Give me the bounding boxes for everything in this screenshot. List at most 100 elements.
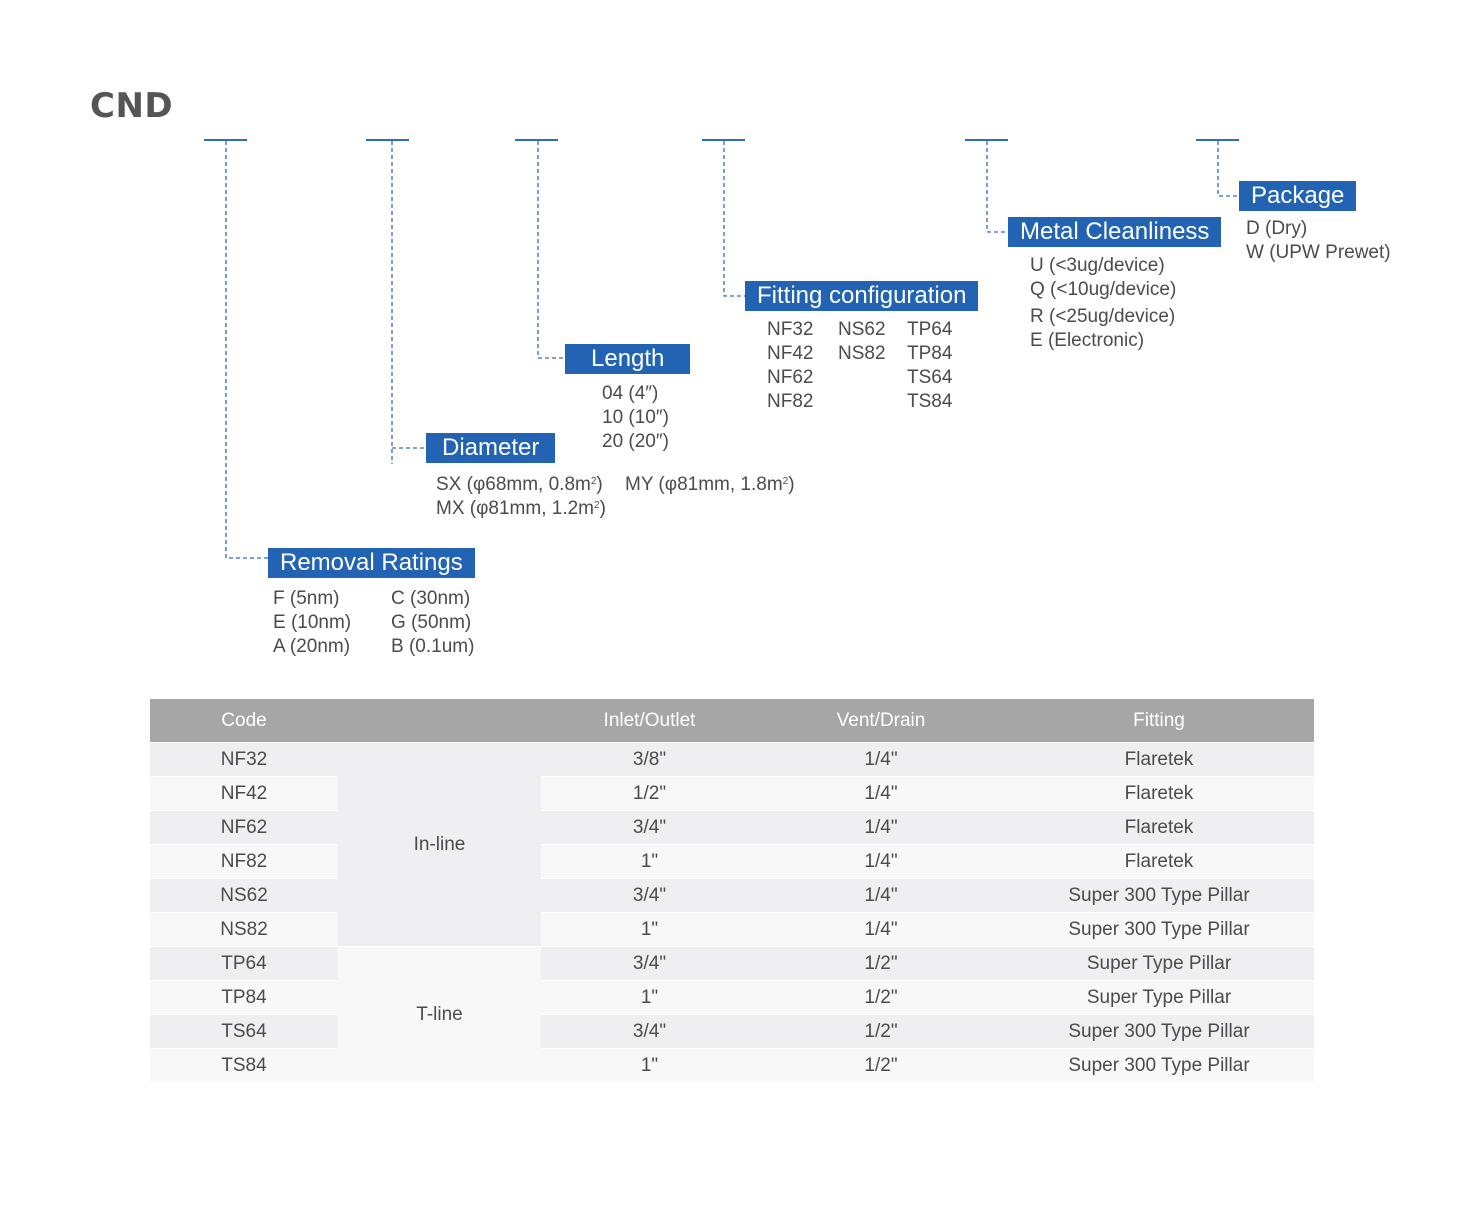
code-slot-diameter — [366, 139, 409, 141]
cell-inlet: 3/4" — [541, 1014, 758, 1049]
metal-option: Q (<10ug/device) — [1030, 279, 1177, 300]
code-slot-fitting — [702, 139, 745, 141]
diameter-sx-sup: 2 — [590, 476, 597, 487]
page-title: CND — [90, 86, 174, 126]
cell-code: TS84 — [150, 1048, 338, 1082]
removal-option: F (5nm) — [273, 588, 340, 609]
cell-fitting: Flaretek — [1004, 776, 1314, 811]
fitting-code: TP84 — [907, 343, 953, 364]
package-label: Package — [1239, 181, 1357, 211]
removal-col-1: F (5nm) E (10nm) A (20nm) — [273, 587, 351, 659]
cell-code: NF62 — [150, 810, 338, 845]
cell-vent: 1/2" — [758, 1014, 1004, 1049]
diameter-sx-close: ) — [596, 474, 603, 495]
table-row: NS82 1" 1/4" Super 300 Type Pillar — [150, 912, 1314, 947]
fitting-configuration-label: Fitting configuration — [745, 281, 979, 311]
removal-option: B (0.1um) — [391, 636, 475, 657]
table-row: NF32 In-line 3/8" 1/4" Flaretek — [150, 742, 1314, 947]
metal-option: R (<25ug/device) — [1030, 306, 1176, 327]
fitting-code: TS64 — [907, 367, 953, 388]
diameter-mx-close: ) — [599, 498, 606, 519]
fitting-col-3: TP64 TP84 TS64 TS84 — [907, 318, 952, 414]
cell-inlet: 3/8" — [541, 742, 758, 777]
cell-code: NF32 — [150, 742, 338, 777]
metal-cleanliness-options: U (<3ug/device) Q (<10ug/device) R (<25u… — [1030, 254, 1176, 353]
table-row: NF82 1" 1/4" Flaretek — [150, 844, 1314, 879]
cell-fitting: Super 300 Type Pillar — [1004, 912, 1314, 947]
cell-inlet: 3/4" — [541, 810, 758, 845]
fitting-code: NF42 — [767, 343, 814, 364]
cell-code: NS62 — [150, 878, 338, 913]
length-option: 10 (10″) — [602, 407, 669, 428]
diameter-label: Diameter — [426, 433, 556, 463]
cell-vent: 1/2" — [758, 946, 1004, 981]
fitting-col-2: NS62 NS82 — [838, 318, 886, 366]
fitting-code: NF82 — [767, 391, 814, 412]
diameter-mx-sup: 2 — [594, 500, 600, 511]
header-code: Code — [150, 699, 338, 743]
cell-vent: 1/4" — [758, 844, 1004, 879]
cell-code: NS82 — [150, 912, 338, 947]
cell-inlet: 3/4" — [541, 946, 758, 981]
cell-fitting: Super Type Pillar — [1004, 946, 1314, 981]
cell-inlet: 1" — [541, 844, 758, 879]
cell-vent: 1/4" — [758, 810, 1004, 845]
removal-option: G (50nm) — [391, 612, 472, 633]
table-header-row: Code Inlet/Outlet Vent/Drain Fitting — [150, 699, 1314, 743]
cell-group-inline: In-line — [338, 742, 541, 947]
fitting-code: NF62 — [767, 367, 814, 388]
removal-ratings-label: Removal Ratings — [268, 548, 475, 578]
table-row: TS64 3/4" 1/2" Super 300 Type Pillar — [150, 1014, 1314, 1049]
removal-option: C (30nm) — [391, 588, 471, 609]
removal-option: E (10nm) — [273, 612, 352, 633]
connector-lines — [225, 141, 1239, 559]
length-option: 20 (20″) — [602, 431, 669, 452]
cell-fitting: Flaretek — [1004, 844, 1314, 879]
metal-cleanliness-label: Metal Cleanliness — [1008, 217, 1222, 247]
code-slot-removal — [204, 139, 247, 141]
code-slot-metal — [965, 139, 1008, 141]
cell-code: NF42 — [150, 776, 338, 811]
cell-inlet: 1" — [541, 1048, 758, 1082]
cell-vent: 1/2" — [758, 980, 1004, 1015]
table-row: TP64 T-line 3/4" 1/2" Super Type Pillar — [150, 946, 1314, 1082]
code-slot-package — [1196, 139, 1239, 141]
cell-inlet: 1/2" — [541, 776, 758, 811]
cell-code: NF82 — [150, 844, 338, 879]
cell-fitting: Flaretek — [1004, 810, 1314, 845]
fitting-code: NS82 — [838, 343, 886, 364]
metal-option: U (<3ug/device) — [1030, 255, 1165, 276]
header-inlet-outlet: Inlet/Outlet — [541, 699, 758, 743]
diameter-mx-text: MX (φ81mm, 1.2m — [436, 498, 595, 519]
header-fitting: Fitting — [1004, 699, 1314, 743]
table-row: TS84 1" 1/2" Super 300 Type Pillar — [150, 1048, 1314, 1082]
removal-option: A (20nm) — [273, 636, 351, 657]
cell-fitting: Super 300 Type Pillar — [1004, 1014, 1314, 1049]
diameter-sx-text: SX (φ68mm, 0.8m — [436, 474, 591, 495]
length-options: 04 (4″) 10 (10″) 20 (20″) — [602, 382, 669, 454]
removal-col-2: C (30nm) G (50nm) B (0.1um) — [391, 587, 474, 659]
cell-fitting: Super Type Pillar — [1004, 980, 1314, 1015]
fitting-col-1: NF32 NF42 NF62 NF82 — [767, 318, 813, 414]
length-label: Length — [565, 344, 691, 374]
header-vent-drain: Vent/Drain — [758, 699, 1004, 743]
cell-vent: 1/4" — [758, 878, 1004, 913]
diameter-my-text: MY (φ81mm, 1.8m — [625, 474, 783, 495]
diameter-option-sx: SX (φ68mm, 0.8m2) — [436, 473, 603, 497]
diameter-my-sup: 2 — [782, 476, 789, 487]
cell-code: TP64 — [150, 946, 338, 981]
fitting-code: NF32 — [767, 319, 814, 340]
cell-vent: 1/2" — [758, 1048, 1004, 1082]
table-row: NS62 3/4" 1/4" Super 300 Type Pillar — [150, 878, 1314, 913]
code-slot-length — [515, 139, 558, 141]
package-option: D (Dry) — [1246, 218, 1308, 239]
cell-vent: 1/4" — [758, 742, 1004, 777]
cell-inlet: 1" — [541, 980, 758, 1015]
cell-fitting: Super 300 Type Pillar — [1004, 1048, 1314, 1082]
cell-inlet: 3/4" — [541, 878, 758, 913]
fitting-code: TP64 — [907, 319, 953, 340]
cell-vent: 1/4" — [758, 776, 1004, 811]
diameter-option-mx: MX (φ81mm, 1.2m2) — [436, 497, 606, 521]
table-row: NF42 1/2" 1/4" Flaretek — [150, 776, 1314, 811]
cell-code: TP84 — [150, 980, 338, 1015]
